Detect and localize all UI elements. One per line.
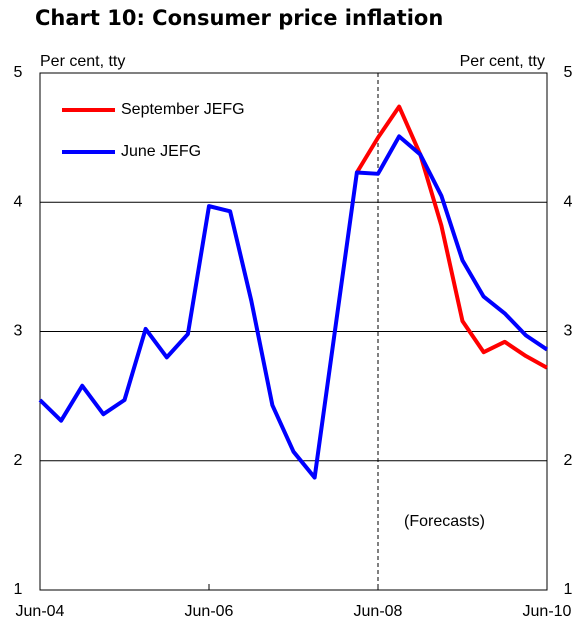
x-tick-label: Jun-06	[185, 603, 234, 620]
series-line	[355, 104, 548, 370]
y-tick-label: 4	[14, 193, 23, 210]
x-tick-label: Jun-08	[354, 603, 403, 620]
chart-title: Chart 10: Consumer price inflation	[35, 6, 443, 30]
y-axis-label: Per cent, tty	[40, 53, 125, 70]
y-tick-label: 1	[14, 581, 23, 598]
legend-label: June JEFG	[121, 143, 201, 160]
y2-tick-label: 2	[564, 452, 573, 469]
y2-tick-label: 3	[564, 323, 573, 340]
x-tick-label: Jun-04	[16, 603, 65, 620]
y2-axis-label: Per cent, tty	[460, 53, 545, 70]
y-tick-label: 5	[14, 64, 23, 81]
y2-tick-label: 4	[564, 193, 573, 210]
y-tick-label: 2	[14, 452, 23, 469]
legend-label: September JEFG	[121, 101, 245, 118]
series-line	[38, 134, 549, 480]
annotation: (Forecasts)	[404, 513, 485, 530]
x-tick-label: Jun-10	[523, 603, 572, 620]
y2-tick-label: 5	[564, 64, 573, 81]
y2-tick-label: 1	[564, 581, 573, 598]
y-tick-label: 3	[14, 323, 23, 340]
